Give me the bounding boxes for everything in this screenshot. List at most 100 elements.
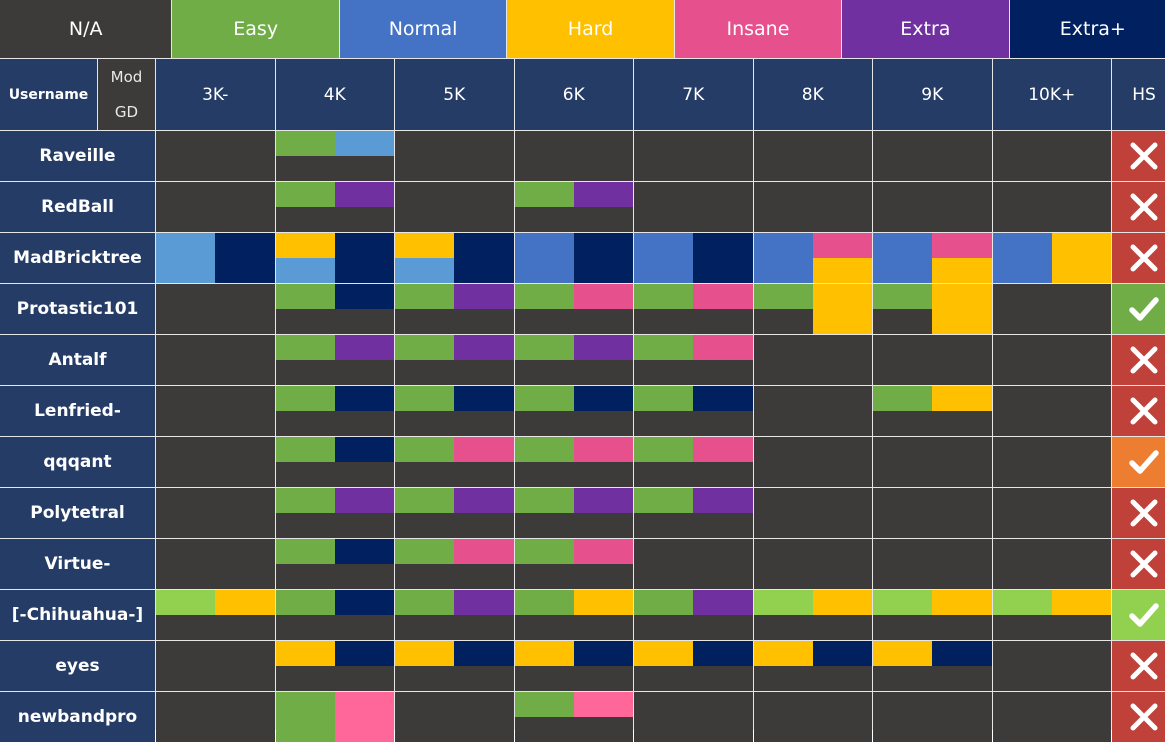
- difficulty-cell: [992, 182, 1111, 232]
- difficulty-swatch: [634, 233, 694, 258]
- difficulty-cell: [275, 539, 394, 589]
- difficulty-swatch: [573, 692, 633, 717]
- difficulty-cell: [514, 488, 633, 538]
- difficulty-swatch: [514, 692, 574, 717]
- difficulty-swatch: [275, 386, 335, 411]
- difficulty-swatch: [454, 590, 514, 615]
- legend-insane: Insane: [674, 0, 842, 58]
- difficulty-swatch: [873, 641, 933, 666]
- hs-cross-cell: [1112, 131, 1165, 181]
- difficulty-cell: [395, 233, 514, 283]
- difficulty-swatch: [395, 641, 455, 666]
- player-name: RedBall: [0, 182, 155, 232]
- difficulty-swatch: [454, 641, 514, 666]
- difficulty-cell: [753, 641, 872, 691]
- difficulty-swatch: [514, 284, 574, 309]
- difficulty-cell: [634, 692, 753, 742]
- difficulty-swatch: [693, 233, 753, 258]
- difficulty-cell: [992, 590, 1111, 640]
- difficulty-cell: [753, 692, 872, 742]
- difficulty-swatch: [1051, 233, 1111, 258]
- cross-icon: [1127, 496, 1161, 530]
- difficulty-cell: [634, 131, 753, 181]
- difficulty-swatch: [514, 182, 574, 207]
- cross-icon: [1127, 394, 1161, 428]
- difficulty-cell: [992, 386, 1111, 436]
- difficulty-swatch: [454, 488, 514, 513]
- difficulty-cell: [275, 386, 394, 436]
- difficulty-cell: [873, 590, 992, 640]
- difficulty-cell: [753, 386, 872, 436]
- difficulty-cell: [156, 641, 275, 691]
- difficulty-swatch: [514, 386, 574, 411]
- hs-cross-cell: [1112, 335, 1165, 385]
- difficulty-swatch: [275, 590, 335, 615]
- difficulty-swatch: [334, 590, 394, 615]
- difficulty-cell: [992, 233, 1111, 283]
- difficulty-cell: [156, 692, 275, 742]
- difficulty-swatch: [812, 590, 872, 615]
- player-name: Virtue-: [0, 539, 155, 589]
- difficulty-cell: [753, 284, 872, 334]
- player-name: qqqant: [0, 437, 155, 487]
- difficulty-cell: [873, 182, 992, 232]
- difficulty-swatch: [334, 539, 394, 564]
- check-icon: [1127, 445, 1161, 479]
- difficulty-swatch: [1051, 258, 1111, 283]
- difficulty-swatch: [334, 437, 394, 462]
- mod-gd-header: Mod GD: [98, 59, 155, 130]
- difficulty-swatch: [514, 539, 574, 564]
- difficulty-cell: [156, 335, 275, 385]
- difficulty-swatch: [215, 258, 275, 283]
- difficulty-swatch: [873, 284, 933, 309]
- cross-icon: [1127, 547, 1161, 581]
- difficulty-cell: [514, 386, 633, 436]
- difficulty-swatch: [932, 284, 992, 309]
- difficulty-swatch: [634, 335, 694, 360]
- difficulty-swatch: [334, 233, 394, 258]
- difficulty-cell: [992, 488, 1111, 538]
- difficulty-cell: [156, 488, 275, 538]
- difficulty-cell: [873, 335, 992, 385]
- difficulty-swatch: [932, 641, 992, 666]
- difficulty-swatch: [634, 258, 694, 283]
- legend-hard: Hard: [507, 0, 674, 58]
- player-name: MadBricktree: [0, 233, 155, 283]
- difficulty-cell: [395, 590, 514, 640]
- difficulty-swatch: [693, 437, 753, 462]
- difficulty-cell: [514, 692, 633, 742]
- difficulty-swatch: [514, 258, 574, 283]
- difficulty-swatch: [156, 590, 216, 615]
- difficulty-cell: [753, 131, 872, 181]
- difficulty-cell: [873, 641, 992, 691]
- difficulty-swatch: [753, 590, 813, 615]
- difficulty-cell: [634, 386, 753, 436]
- column-header-6k: 6K: [514, 59, 633, 130]
- player-name: Antalf: [0, 335, 155, 385]
- difficulty-swatch: [275, 258, 335, 283]
- difficulty-swatch: [275, 692, 335, 717]
- difficulty-cell: [514, 590, 633, 640]
- difficulty-swatch: [573, 539, 633, 564]
- difficulty-swatch: [812, 233, 872, 258]
- cross-icon: [1127, 241, 1161, 275]
- difficulty-cell: [156, 590, 275, 640]
- hs-cross-cell: [1112, 386, 1165, 436]
- difficulty-cell: [395, 386, 514, 436]
- difficulty-swatch: [932, 258, 992, 283]
- difficulty-swatch: [812, 641, 872, 666]
- column-header-9k: 9K: [873, 59, 992, 130]
- difficulty-swatch: [1051, 590, 1111, 615]
- difficulty-swatch: [275, 488, 335, 513]
- difficulty-swatch: [693, 335, 753, 360]
- legend-extra-plus: Extra+: [1009, 0, 1165, 58]
- difficulty-swatch: [395, 258, 455, 283]
- difficulty-cell: [873, 284, 992, 334]
- difficulty-swatch: [573, 233, 633, 258]
- difficulty-swatch: [215, 233, 275, 258]
- difficulty-swatch: [693, 386, 753, 411]
- difficulty-swatch: [395, 437, 455, 462]
- difficulty-cell: [753, 335, 872, 385]
- difficulty-swatch: [395, 233, 455, 258]
- difficulty-cell: [753, 539, 872, 589]
